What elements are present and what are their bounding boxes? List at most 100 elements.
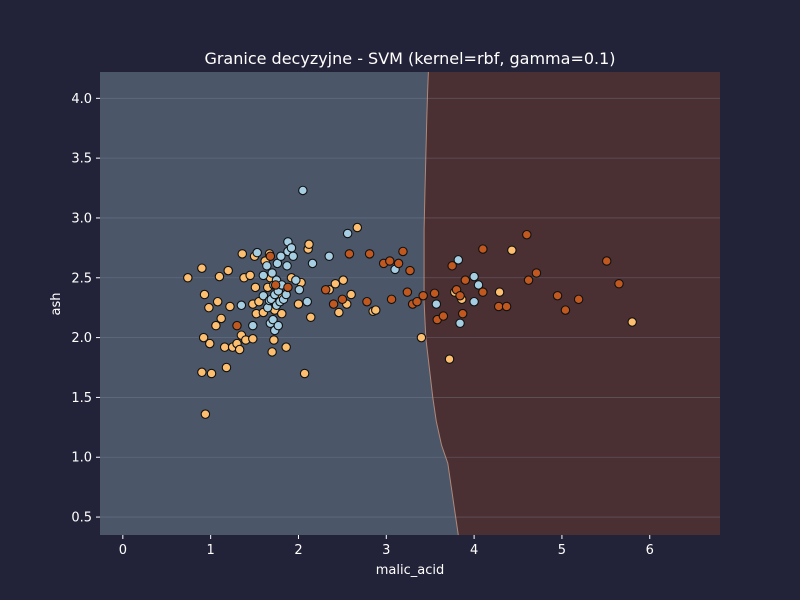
point-class_0 — [269, 335, 279, 345]
point-class_0 — [245, 270, 255, 281]
point-class_2 — [614, 279, 624, 289]
point-class_0 — [204, 302, 214, 313]
y-tick-label: 1.5 — [71, 391, 92, 406]
point-class_0 — [293, 299, 304, 309]
x-tick-label: 4 — [470, 543, 478, 558]
point-class_1 — [248, 320, 258, 331]
point-class_0 — [338, 275, 349, 285]
point-class_2 — [552, 290, 563, 301]
point-class_1 — [258, 290, 269, 301]
point-class_2 — [531, 268, 542, 278]
x-tick-label: 1 — [207, 543, 215, 558]
point-class_2 — [460, 275, 471, 285]
point-class_0 — [200, 409, 211, 419]
point-class_0 — [225, 301, 235, 312]
point-class_0 — [183, 273, 193, 283]
point-class_0 — [494, 287, 505, 297]
x-tick-label: 6 — [646, 543, 654, 558]
point-class_0 — [250, 282, 261, 293]
point-class_2 — [385, 256, 395, 266]
point-class_0 — [267, 347, 277, 357]
point-class_2 — [429, 288, 440, 299]
point-class_1 — [469, 271, 479, 282]
point-class_2 — [398, 246, 408, 257]
point-class_0 — [237, 249, 248, 259]
point-class_0 — [212, 296, 223, 307]
point-class_2 — [447, 261, 457, 271]
point-class_0 — [234, 344, 245, 355]
point-class_0 — [371, 305, 381, 315]
point-class_2 — [522, 229, 532, 240]
point-class_2 — [438, 311, 449, 321]
point-class_2 — [573, 294, 584, 305]
point-class_0 — [627, 317, 637, 327]
point-class_1 — [455, 318, 465, 328]
point-class_0 — [306, 312, 316, 323]
point-class_1 — [273, 320, 284, 331]
point-class_1 — [294, 284, 305, 295]
point-class_2 — [344, 249, 355, 259]
point-class_2 — [328, 299, 339, 309]
point-class_1 — [307, 258, 318, 269]
point-class_2 — [362, 296, 372, 307]
point-class_1 — [302, 296, 313, 307]
y-tick-label: 4.0 — [71, 92, 92, 107]
point-class_1 — [298, 185, 308, 196]
point-class_0 — [352, 222, 363, 233]
point-class_2 — [478, 287, 488, 297]
series-class_2 — [232, 229, 624, 331]
x-axis-label: malic_acid — [376, 563, 444, 578]
point-class_1 — [276, 251, 286, 261]
y-axis-label: ash — [49, 293, 64, 316]
y-tick-label: 1.0 — [71, 451, 92, 466]
point-class_1 — [291, 275, 301, 285]
region-class_2 — [424, 72, 720, 535]
point-class_1 — [252, 247, 262, 258]
point-class_1 — [431, 299, 442, 309]
point-class_0 — [205, 338, 215, 349]
point-class_0 — [216, 313, 226, 324]
point-class_1 — [282, 261, 292, 271]
point-class_2 — [232, 320, 242, 331]
point-class_2 — [523, 275, 534, 285]
point-class_0 — [281, 342, 291, 352]
point-class_2 — [455, 290, 465, 301]
data-points — [183, 185, 637, 419]
y-tick-label: 3.5 — [71, 152, 92, 167]
point-class_1 — [236, 300, 247, 311]
x-tick-label: 3 — [382, 543, 390, 558]
point-class_0 — [346, 289, 356, 300]
point-class_2 — [364, 249, 375, 259]
point-class_0 — [334, 307, 344, 318]
point-class_1 — [288, 251, 298, 261]
x-tick-label: 0 — [119, 543, 127, 558]
point-class_2 — [386, 294, 397, 305]
point-class_2 — [412, 296, 422, 307]
point-class_1 — [267, 268, 277, 278]
axes: 0 1 2 3 4 5 6 0.5 1.0 1.5 2.0 2.5 3.0 3.5 4.0 — [71, 92, 654, 558]
point-class_0 — [248, 334, 258, 344]
point-class_1 — [324, 251, 334, 261]
point-class_2 — [270, 280, 281, 290]
point-class_0 — [416, 332, 427, 343]
point-class_0 — [198, 332, 209, 343]
point-class_2 — [265, 251, 276, 261]
point-class_0 — [199, 289, 210, 300]
grid-lines — [100, 97, 720, 518]
x-tick-label: 5 — [558, 543, 566, 558]
chart-title: Granice decyzyjne - SVM (kernel=rbf, gam… — [204, 49, 615, 68]
point-class_2 — [601, 256, 612, 266]
point-class_1 — [268, 314, 278, 325]
point-class_0 — [444, 354, 455, 364]
y-tick-label: 2.0 — [71, 331, 92, 346]
point-class_0 — [299, 368, 310, 379]
point-class_0 — [277, 308, 287, 319]
point-class_0 — [197, 263, 207, 273]
point-class_0 — [223, 265, 233, 276]
point-class_1 — [342, 228, 353, 239]
y-tick-label: 0.5 — [71, 511, 92, 526]
point-class_2 — [405, 265, 415, 276]
point-class_1 — [286, 243, 297, 253]
point-class_2 — [478, 244, 488, 254]
